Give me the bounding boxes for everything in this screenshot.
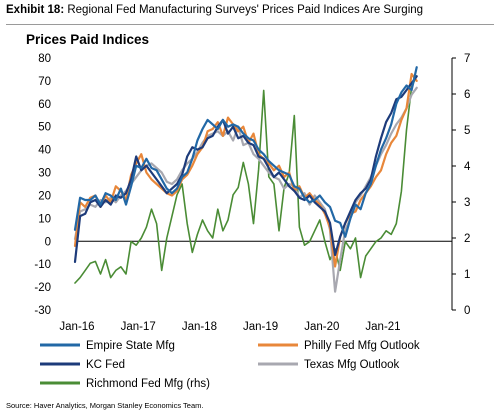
y-tick-label: -10: [34, 259, 51, 271]
y-tick-label: 80: [38, 53, 51, 65]
exhibit-header: Exhibit 18: Regional Fed Manufacturing S…: [6, 4, 423, 16]
x-tick-label: Jan-17: [121, 321, 156, 333]
x-tick-label: Jan-20: [304, 321, 339, 333]
chart-title: Prices Paid Indices: [26, 32, 150, 47]
legend-label: Philly Fed Mfg Outlook: [304, 340, 420, 352]
y2-tick-label: 1: [464, 269, 470, 281]
y2-tick-label: 3: [464, 197, 470, 209]
header-rule: [6, 24, 494, 25]
series-line-kc-fed: [73, 75, 418, 263]
y2-tick-label: 0: [464, 305, 470, 317]
y-tick-label: 0: [45, 236, 51, 248]
y2-tick-label: 4: [464, 161, 471, 173]
y-tick-label: 60: [38, 99, 51, 111]
source-note: Source: Haver Analytics, Morgan Stanley …: [6, 401, 204, 410]
legend-label: Texas Mfg Outlook: [304, 359, 399, 371]
y-tick-label: 30: [38, 168, 51, 180]
series-line-empire-state-mfg: [73, 66, 418, 238]
x-tick-label: Jan-18: [182, 321, 217, 333]
y2-tick-label: 7: [464, 53, 470, 65]
y-tick-label: 10: [38, 213, 51, 225]
chart-canvas: -30 -20 -10 0 10 20 30 40 50 60 70 80 0 1 2 3 4 5 6 7 Jan-16…: [34, 53, 471, 390]
legend-label: KC Fed: [86, 359, 125, 371]
y2-tick-label: 5: [464, 125, 470, 137]
y-tick-label: -20: [34, 282, 51, 294]
y-tick-label: 40: [38, 145, 51, 157]
exhibit-label: Exhibit 18:: [6, 4, 65, 16]
y2-tick-label: 2: [464, 233, 470, 245]
exhibit-text: Regional Fed Manufacturing Surveys' Pric…: [67, 4, 424, 16]
x-tick-label: Jan-19: [243, 321, 278, 333]
legend-label: Empire State Mfg: [86, 340, 175, 352]
y-tick-label: 20: [38, 190, 51, 202]
series-line-richmond-fed-mfg-rhs: [74, 75, 418, 284]
y-tick-label: 50: [38, 122, 51, 134]
y-tick-label: -30: [34, 305, 51, 317]
x-tick-label: Jan-21: [365, 321, 400, 333]
x-tick-label: Jan-16: [59, 321, 94, 333]
legend-label: Richmond Fed Mfg (rhs): [86, 378, 210, 390]
y-tick-label: 70: [38, 76, 51, 88]
y2-tick-label: 6: [464, 89, 470, 101]
